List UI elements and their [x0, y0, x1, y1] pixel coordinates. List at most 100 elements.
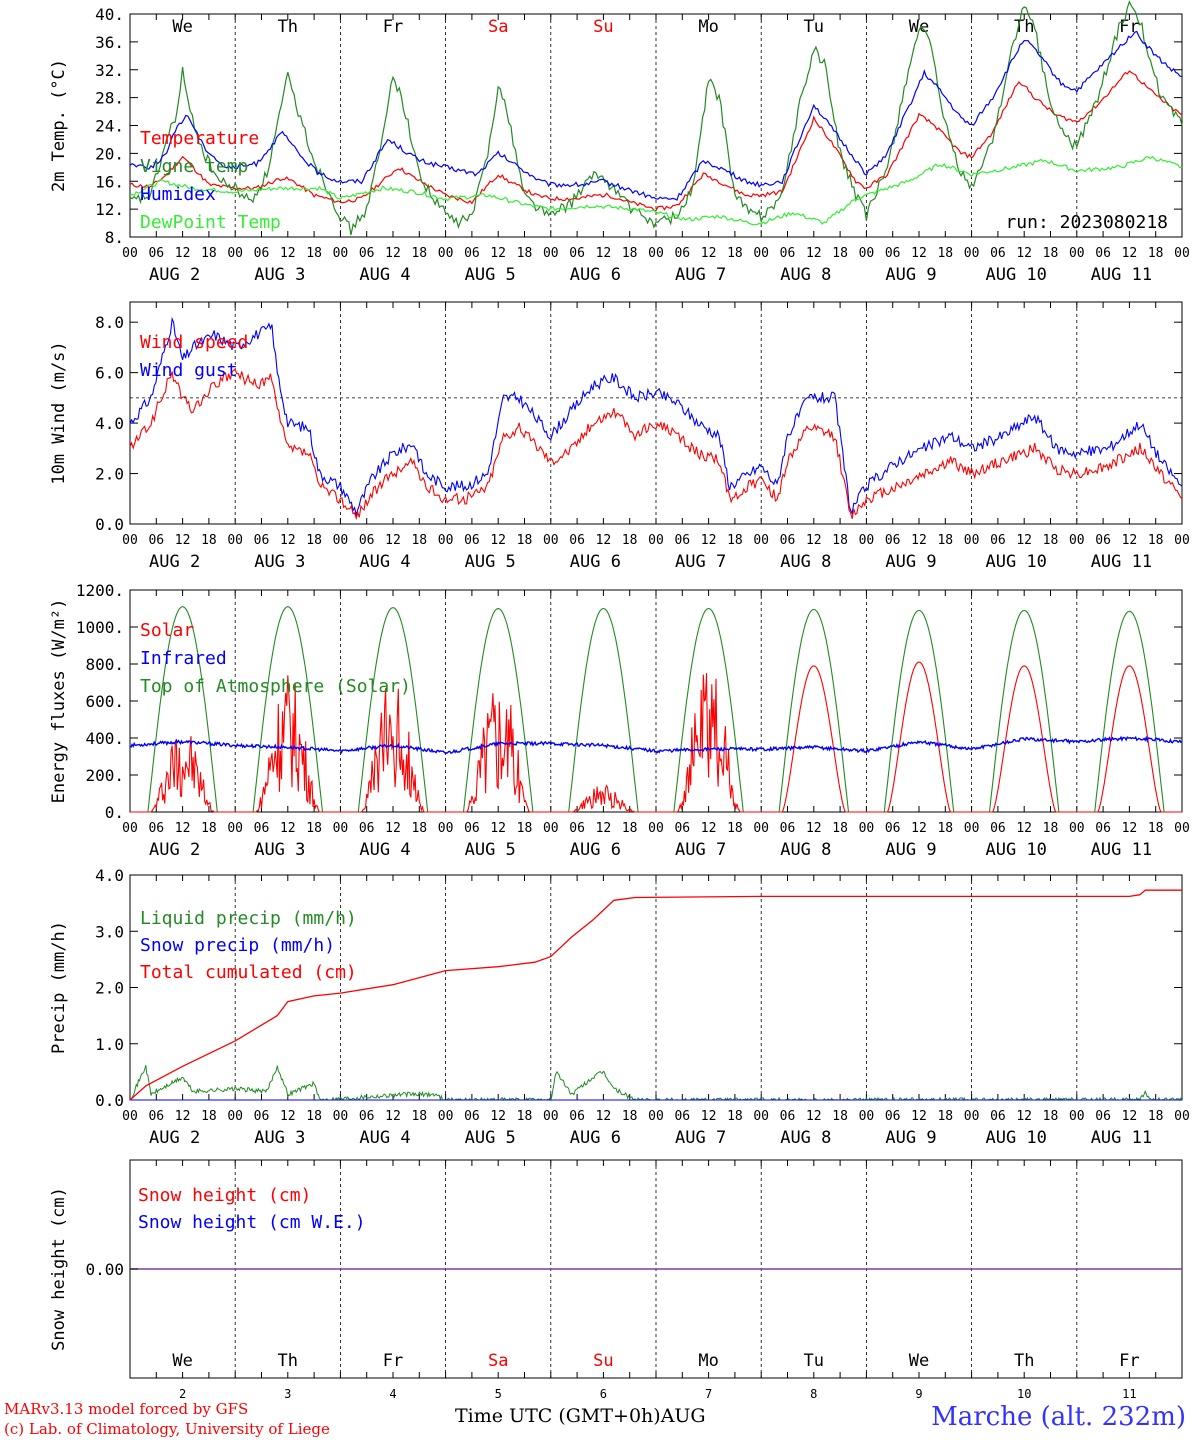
- day-number-label: 3: [284, 1387, 291, 1401]
- energy-hour-label: 00: [753, 821, 769, 836]
- precip-date-label: AUG 4: [359, 1128, 410, 1148]
- temperature-hour-label: 18: [517, 246, 533, 261]
- energy-hour-label: 18: [937, 821, 953, 836]
- credit-lab: (c) Lab. of Climatology, University of L…: [4, 1420, 330, 1438]
- wind-hour-label: 12: [280, 533, 296, 548]
- temperature-hour-label: 06: [464, 246, 480, 261]
- wind-hour-label: 12: [806, 533, 822, 548]
- temperature-hour-label: 18: [727, 246, 743, 261]
- energy-date-label: AUG 5: [465, 840, 516, 860]
- precip-hour-label: 12: [385, 1109, 401, 1124]
- temperature-date-label: AUG 2: [149, 265, 200, 285]
- day-number-label: 11: [1122, 1387, 1136, 1401]
- precip-hour-label: 00: [1174, 1109, 1190, 1124]
- energy-hour-label: 12: [280, 821, 296, 836]
- precip-hour-label: 00: [859, 1109, 875, 1124]
- solar-series: [971, 665, 1077, 813]
- precip-ytick-label: 0.0: [95, 1091, 124, 1110]
- energy-hour-label: 06: [885, 821, 901, 836]
- energy-hour-label: 00: [543, 821, 559, 836]
- energy-ytick-label: 0.: [105, 803, 124, 822]
- wind-hour-label: 18: [832, 533, 848, 548]
- temperature-day-name: Th: [278, 17, 298, 37]
- solar-series: [340, 688, 446, 813]
- temperature-hour-label: 00: [543, 246, 559, 261]
- temperature-hour-label: 18: [411, 246, 427, 261]
- temperature-ytick-label: 24.: [95, 117, 124, 136]
- wind-hour-label: 06: [780, 533, 796, 548]
- energy-hour-label: 06: [569, 821, 585, 836]
- temperature-date-label: AUG 6: [570, 265, 621, 285]
- energy-hour-label: 12: [806, 821, 822, 836]
- energy-hour-label: 18: [517, 821, 533, 836]
- temperature-ytick-label: 40.: [95, 5, 124, 24]
- precip-hour-label: 00: [438, 1109, 454, 1124]
- energy-date-label: AUG 3: [254, 840, 305, 860]
- snow-day-name: Fr: [383, 1351, 403, 1371]
- snow-day-name: Mo: [698, 1351, 718, 1371]
- wind-hour-label: 06: [569, 533, 585, 548]
- toa-series: [1076, 610, 1182, 813]
- temperature-hour-label: 18: [832, 246, 848, 261]
- energy-hour-label: 12: [701, 821, 717, 836]
- temperature-hour-label: 12: [490, 246, 506, 261]
- temperature-ytick-label: 8.: [105, 228, 124, 247]
- energy-hour-label: 00: [1174, 821, 1190, 836]
- precip-hour-label: 06: [1095, 1109, 1111, 1124]
- precip-hour-label: 12: [280, 1109, 296, 1124]
- precip-date-label: AUG 5: [465, 1128, 516, 1148]
- temperature-day-name: Sa: [488, 17, 508, 37]
- energy-hour-label: 00: [964, 821, 980, 836]
- wind-date-label: AUG 11: [1091, 552, 1152, 572]
- wind-date-label: AUG 3: [254, 552, 305, 572]
- precip-hour-label: 00: [1069, 1109, 1085, 1124]
- day-number-label: 4: [389, 1387, 396, 1401]
- energy-hour-label: 06: [1095, 821, 1111, 836]
- wind-hour-label: 18: [517, 533, 533, 548]
- precip-hour-label: 12: [1016, 1109, 1032, 1124]
- temperature-legend-3: DewPoint Temp: [140, 212, 281, 233]
- temperature-hour-label: 12: [911, 246, 927, 261]
- toa-series: [866, 609, 972, 813]
- energy-hour-label: 06: [148, 821, 164, 836]
- wind-hour-label: 12: [490, 533, 506, 548]
- wind-ytick-label: 2.0: [95, 465, 124, 484]
- temperature-hour-label: 06: [148, 246, 164, 261]
- wind-date-label: AUG 6: [570, 552, 621, 572]
- energy-hour-label: 12: [1122, 821, 1138, 836]
- precip-date-label: AUG 10: [985, 1128, 1046, 1148]
- x-axis-title: Time UTC (GMT+0h)AUG: [455, 1405, 706, 1427]
- energy-ytick-label: 200.: [85, 766, 124, 785]
- precip-hour-label: 18: [306, 1109, 322, 1124]
- energy-hour-label: 18: [622, 821, 638, 836]
- temp-series-0: [129, 70, 1183, 212]
- temperature-hour-label: 12: [1016, 246, 1032, 261]
- wind-hour-label: 06: [674, 533, 690, 548]
- temperature-hour-label: 12: [280, 246, 296, 261]
- wind-legend-0: Wind speed: [140, 332, 248, 353]
- wind-hour-label: 18: [306, 533, 322, 548]
- temperature-day-name: Mo: [698, 17, 718, 37]
- wind-hour-label: 06: [148, 533, 164, 548]
- temperature-hour-label: 06: [359, 246, 375, 261]
- wind-hour-label: 00: [1069, 533, 1085, 548]
- snow-ytick-label: 0.00: [85, 1260, 124, 1279]
- energy-hour-label: 12: [175, 821, 191, 836]
- temperature-ytick-label: 28.: [95, 89, 124, 108]
- wind-hour-label: 18: [937, 533, 953, 548]
- energy-ytick-label: 1000.: [76, 618, 124, 637]
- wind-date-label: AUG 10: [985, 552, 1046, 572]
- day-number-label: 7: [705, 1387, 712, 1401]
- energy-date-label: AUG 2: [149, 840, 200, 860]
- wind-hour-label: 12: [385, 533, 401, 548]
- precip-hour-label: 18: [517, 1109, 533, 1124]
- temperature-date-label: AUG 9: [885, 265, 936, 285]
- precip-legend-1: Snow precip (mm/h): [140, 935, 335, 956]
- precip-hour-label: 00: [648, 1109, 664, 1124]
- energy-legend-1: Infrared: [140, 648, 227, 669]
- energy-ylabel: Energy fluxes (W/m²): [49, 599, 69, 804]
- temperature-hour-label: 18: [306, 246, 322, 261]
- wind-date-label: AUG 5: [465, 552, 516, 572]
- energy-legend-2: Top of Atmosphere (Solar): [140, 676, 411, 697]
